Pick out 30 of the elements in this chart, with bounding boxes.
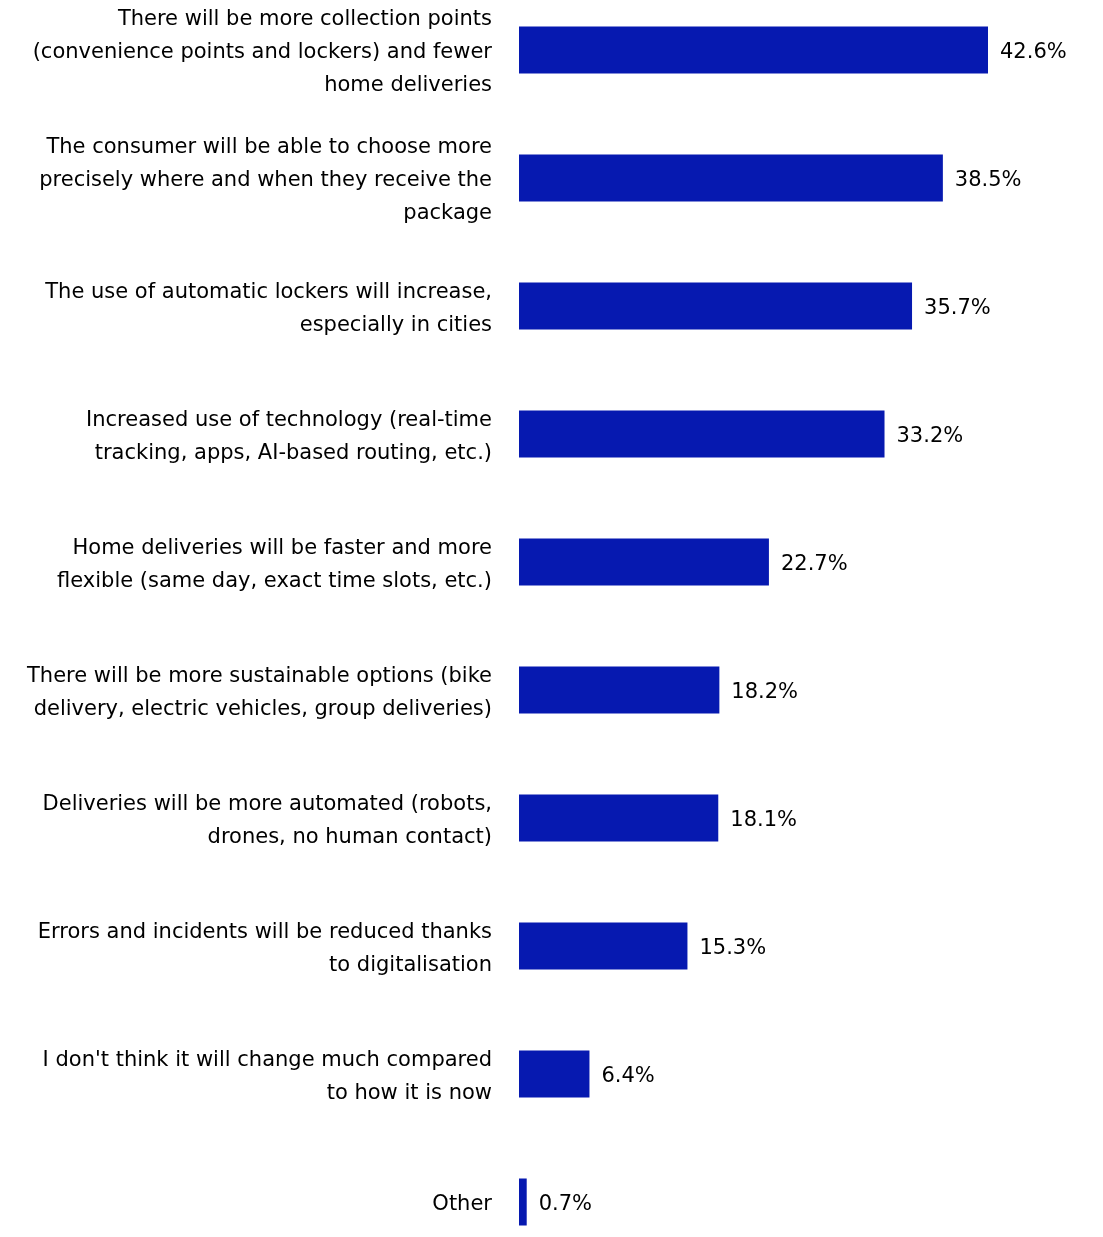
data-label: 6.4% [601, 1063, 655, 1087]
data-label: 38.5% [954, 167, 1022, 191]
data-label: 22.7% [780, 551, 848, 575]
y-tick-label: The use of automatic lockers will increase, especially in cities [44, 278, 492, 336]
bar [519, 26, 988, 74]
data-label: 18.1% [730, 807, 797, 831]
y-tick-label: Errors and incidents will be reduced thanks to digitalisation [37, 918, 492, 976]
y-tick-label: Increased use of technology (real-time tracking, apps, AI-based routing, etc.) [86, 406, 492, 464]
data-label: 0.7% [538, 1191, 593, 1215]
data-label: 15.3% [699, 935, 767, 959]
y-tick-label: Other [432, 1191, 493, 1215]
data-label: 35.7% [924, 295, 991, 319]
data-label: 42.6% [1000, 39, 1067, 63]
y-tick-label: There will be more sustainable options (bike delivery, electric vehicles, group deliveries) [26, 662, 492, 720]
y-tick-label: I don't think it will change much compared to how it is now [42, 1046, 492, 1104]
bar [519, 410, 885, 458]
y-tick-label: Deliveries will be more automated (robots, drones, no human contact) [42, 790, 492, 848]
bar [519, 666, 720, 714]
y-tick-label: Home deliveries will be faster and more flexible (same day, exact time slots, etc.) [57, 534, 492, 592]
bar [519, 1050, 590, 1098]
bar [519, 794, 719, 842]
data-label: 33.2% [896, 423, 964, 447]
data-label: 18.2% [731, 679, 799, 703]
bar [519, 154, 943, 202]
bar [519, 282, 913, 330]
y-tick-label: The consumer will be able to choose more precisely where and when they receive the package [39, 134, 492, 224]
bar [519, 1178, 527, 1226]
bar [519, 538, 769, 586]
bar [519, 922, 688, 970]
y-tick-label: There will be more collection points (convenience points and lockers) and fewer home deliveries [32, 6, 493, 96]
